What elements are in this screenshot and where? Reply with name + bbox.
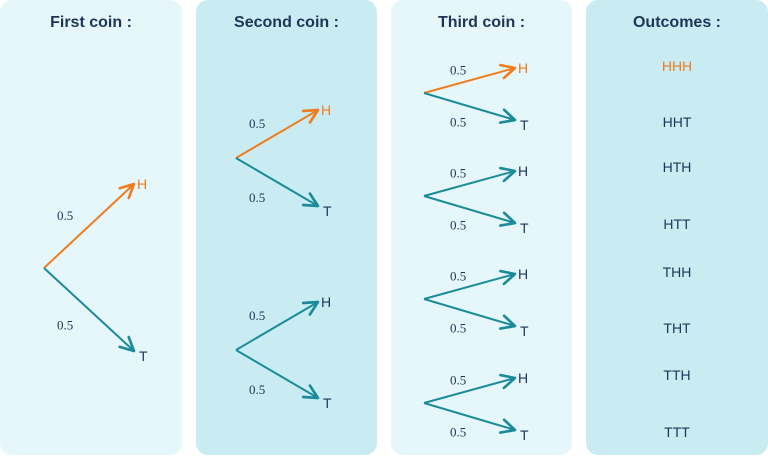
third-coin-3-lower-node-label: T: [520, 323, 529, 339]
first-coin-upper-branch: [43, 182, 136, 269]
outcome-item: HHT: [662, 114, 692, 130]
third-coin-header: Third coin :: [437, 14, 526, 31]
third-coin-1-lower-node-label: T: [520, 117, 529, 133]
second-coin-1-upper-probability: 0.5: [249, 116, 265, 131]
third-coin-4-upper-branch: [423, 373, 517, 404]
second-coin-1-lower-branch: [235, 157, 320, 208]
third-coin-panel: Third coin :: [391, 0, 572, 455]
outcome-item: HTT: [663, 216, 691, 232]
second-coin-1-upper-branch: [235, 108, 320, 159]
third-coin-3-upper-probability: 0.5: [450, 269, 466, 284]
third-coin-4-upper-probability: 0.5: [450, 373, 466, 388]
outcome-item: HTH: [662, 159, 692, 175]
outcome-item: HHH: [661, 58, 693, 74]
first-coin-lower-node-label: T: [139, 348, 148, 364]
third-coin-3-lower-probability: 0.5: [450, 321, 466, 336]
third-coin-3-lower-branch: [423, 298, 517, 330]
second-coin-2-upper-node-label: H: [321, 294, 331, 310]
third-coin-4-lower-node-label: T: [520, 427, 529, 443]
third-coin-4-lower-probability: 0.5: [450, 425, 466, 440]
outcome-item: TTH: [663, 367, 691, 383]
first-coin-lower-branch: [43, 267, 136, 353]
second-coin-2-upper-branch: [235, 300, 320, 351]
third-coin-4-lower-branch: [423, 402, 517, 434]
outcomes-panel: Outcomes :: [586, 0, 768, 455]
second-coin-2-lower-branch: [235, 349, 320, 400]
second-coin-1-lower-node-label: T: [323, 203, 332, 219]
third-coin-1-upper-probability: 0.5: [450, 63, 466, 78]
third-coin-2-upper-branch: [423, 166, 517, 197]
second-coin-header: Second coin :: [234, 14, 339, 31]
outcome-item: THH: [662, 264, 692, 280]
second-coin-2-upper-probability: 0.5: [249, 308, 265, 323]
third-coin-1-lower-probability: 0.5: [450, 115, 466, 130]
first-coin-lower-probability: 0.5: [57, 318, 73, 333]
second-coin-1-upper-node-label: H: [321, 102, 331, 118]
third-coin-2-lower-branch: [423, 195, 517, 227]
first-coin-panel: First coin :: [0, 0, 182, 455]
third-coin-4-upper-node-label: H: [518, 370, 528, 386]
third-coin-1-upper-branch: [423, 63, 517, 94]
first-coin-header: First coin :: [50, 14, 132, 31]
third-coin-1-lower-branch: [423, 92, 517, 124]
outcome-item: TTT: [664, 424, 690, 440]
first-coin-upper-node-label: H: [137, 176, 147, 192]
third-coin-1-upper-node-label: H: [518, 60, 528, 76]
second-coin-1-lower-probability: 0.5: [249, 190, 265, 205]
first-coin-upper-probability: 0.5: [57, 208, 73, 223]
third-coin-2-upper-node-label: H: [518, 163, 528, 179]
third-coin-3-upper-branch: [423, 269, 517, 300]
third-coin-2-upper-probability: 0.5: [450, 166, 466, 181]
third-coin-3-upper-node-label: H: [518, 266, 528, 282]
second-coin-2-lower-node-label: T: [323, 395, 332, 411]
third-coin-2-lower-probability: 0.5: [450, 218, 466, 233]
outcome-item: THT: [663, 320, 691, 336]
outcomes-header: Outcomes :: [632, 14, 721, 31]
second-coin-2-lower-probability: 0.5: [249, 382, 265, 397]
third-coin-2-lower-node-label: T: [520, 220, 529, 236]
